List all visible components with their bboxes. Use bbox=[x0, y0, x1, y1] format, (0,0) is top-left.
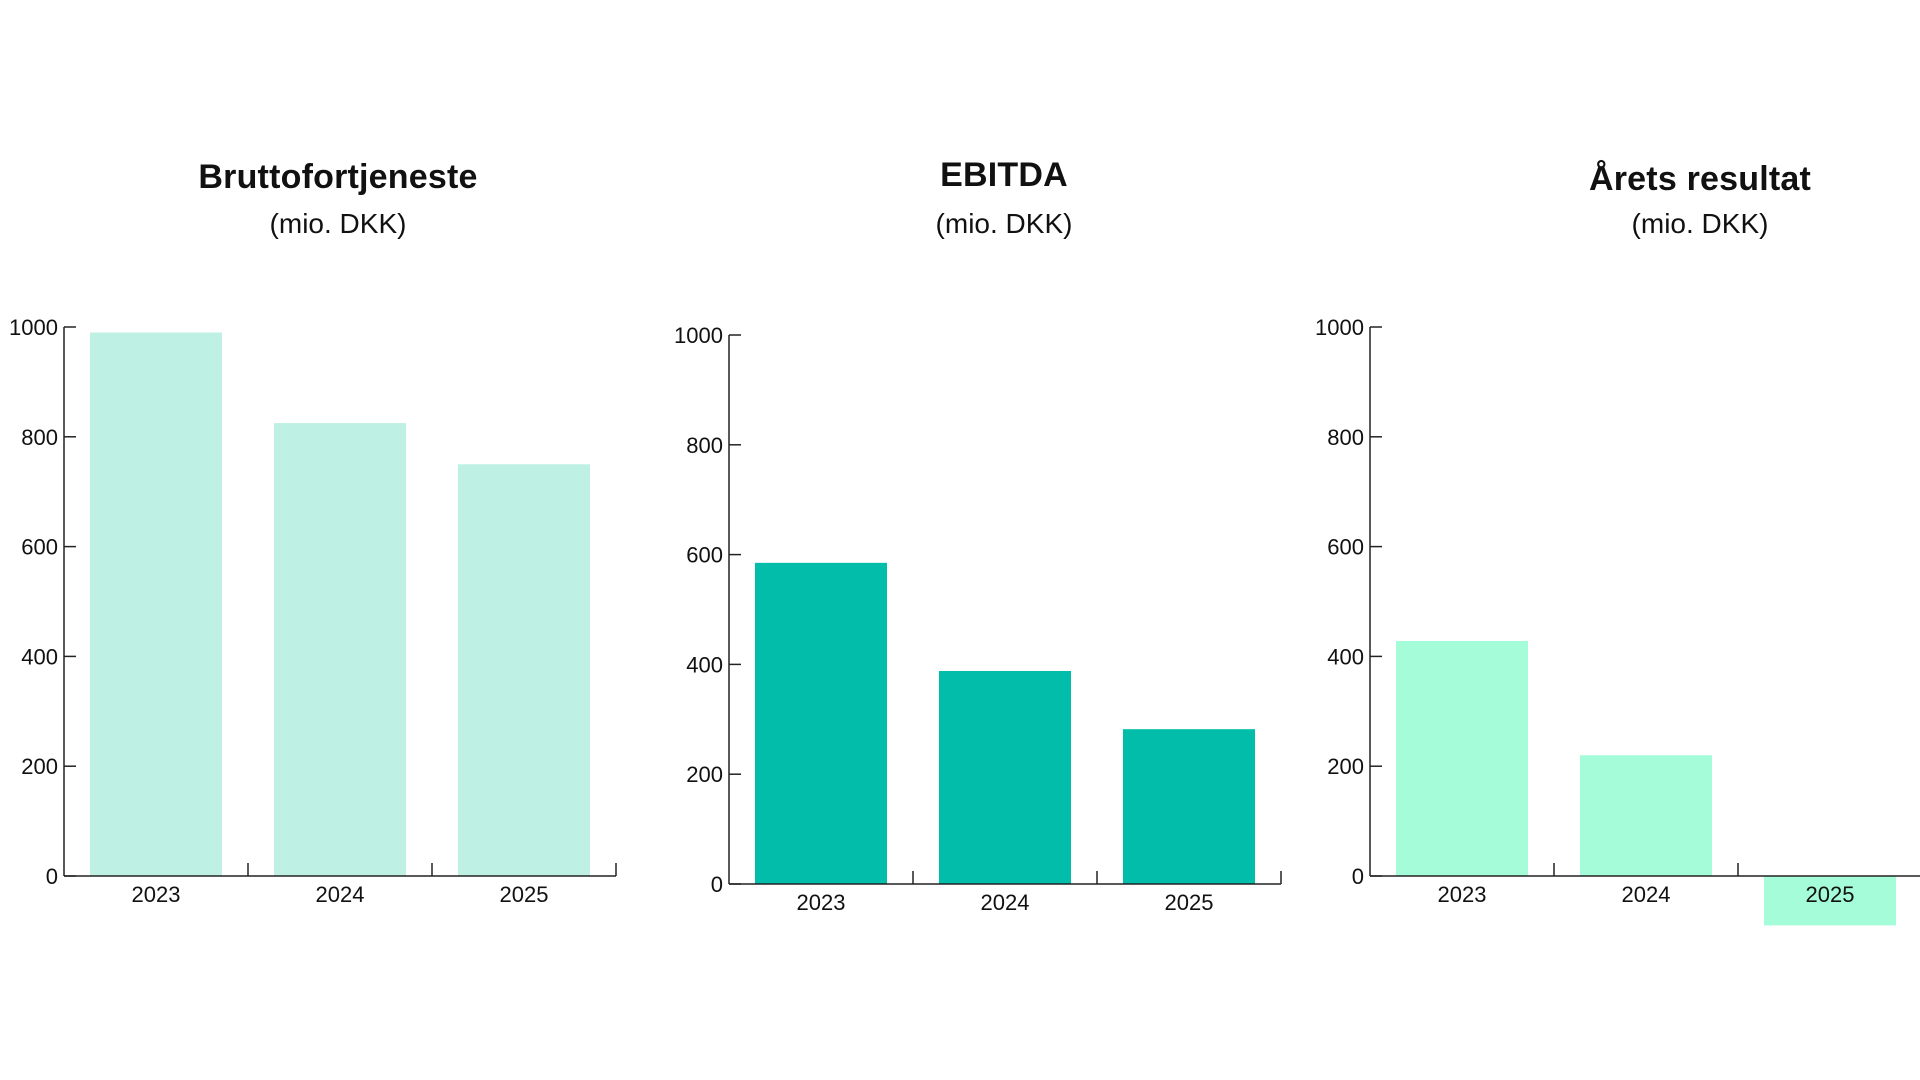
chart-1-y-tick-label-600: 600 bbox=[21, 535, 58, 560]
chart-3-y-tick-label-1000: 1000 bbox=[1315, 315, 1364, 340]
chart-3-subtitle: (mio. DKK) bbox=[1631, 208, 1769, 239]
chart-1-subtitle: (mio. DKK) bbox=[269, 208, 407, 239]
chart-2-x-label-2024: 2024 bbox=[981, 890, 1030, 915]
chart-2-bar-2025 bbox=[1123, 729, 1255, 884]
chart-1-bar-2023 bbox=[90, 332, 222, 876]
chart-1-x-label-2025: 2025 bbox=[500, 882, 549, 907]
chart-3-x-label-2024: 2024 bbox=[1622, 882, 1671, 907]
chart-3-y-tick-label-400: 400 bbox=[1327, 644, 1364, 669]
chart-2-y-tick-label-400: 400 bbox=[686, 652, 723, 677]
chart-1-x-label-2024: 2024 bbox=[316, 882, 365, 907]
chart-2-y-tick-label-1000: 1000 bbox=[674, 323, 723, 348]
chart-3-y-tick-label-800: 800 bbox=[1327, 425, 1364, 450]
chart-1-y-tick-label-1000: 1000 bbox=[9, 315, 58, 340]
chart-1-y-tick-label-200: 200 bbox=[21, 754, 58, 779]
chart-1-title: Bruttofortjeneste bbox=[198, 158, 478, 196]
chart-3-y-tick-label-200: 200 bbox=[1327, 754, 1364, 779]
chart-3-bar-2025 bbox=[1764, 876, 1896, 926]
chart-3-title: Årets resultat bbox=[1589, 160, 1811, 198]
chart-3-x-label-2023: 2023 bbox=[1438, 882, 1487, 907]
chart-2-y-tick-label-200: 200 bbox=[686, 762, 723, 787]
chart-3-y-tick-label-600: 600 bbox=[1327, 535, 1364, 560]
chart-2-y-tick-label-0: 0 bbox=[711, 872, 723, 897]
chart-2-y-tick-label-600: 600 bbox=[686, 543, 723, 568]
chart-2-bar-2024 bbox=[939, 670, 1071, 884]
chart-1-y-tick-label-400: 400 bbox=[21, 644, 58, 669]
chart-2-x-label-2023: 2023 bbox=[797, 890, 846, 915]
chart-2-y-tick-label-800: 800 bbox=[686, 433, 723, 458]
chart-2-x-label-2025: 2025 bbox=[1165, 890, 1214, 915]
chart-3-x-label-2025: 2025 bbox=[1806, 882, 1855, 907]
chart-2-bar-2023 bbox=[755, 562, 887, 884]
chart-1-y-tick-label-0: 0 bbox=[46, 864, 58, 889]
chart-3-bar-2024 bbox=[1580, 755, 1712, 876]
chart-3-y-tick-label-0: 0 bbox=[1352, 864, 1364, 889]
chart-3-bar-2023 bbox=[1396, 641, 1528, 876]
chart-1-bar-2025 bbox=[458, 464, 590, 876]
chart-1-x-label-2023: 2023 bbox=[132, 882, 181, 907]
chart-2-title: EBITDA bbox=[940, 156, 1068, 194]
chart-2-subtitle: (mio. DKK) bbox=[935, 208, 1073, 239]
chart-1-bar-2024 bbox=[274, 423, 406, 876]
chart-1-y-tick-label-800: 800 bbox=[21, 425, 58, 450]
